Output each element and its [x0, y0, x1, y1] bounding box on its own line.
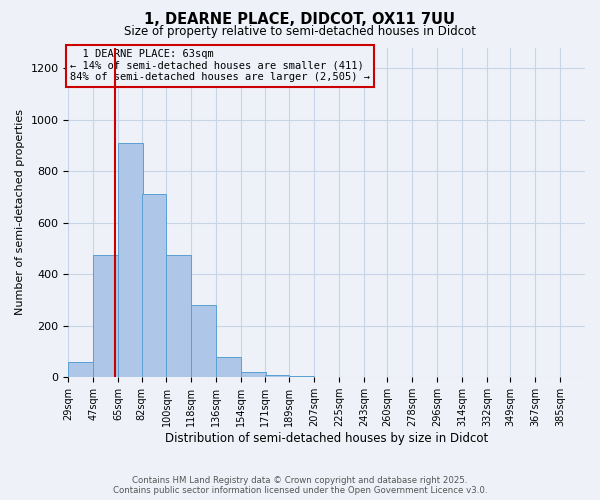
Bar [265, 374, 289, 377]
Y-axis label: Number of semi-detached properties: Number of semi-detached properties [15, 110, 25, 316]
Bar [68, 362, 93, 377]
Bar [241, 372, 266, 377]
Bar [142, 194, 166, 377]
Text: 1, DEARNE PLACE, DIDCOT, OX11 7UU: 1, DEARNE PLACE, DIDCOT, OX11 7UU [145, 12, 455, 28]
X-axis label: Distribution of semi-detached houses by size in Didcot: Distribution of semi-detached houses by … [165, 432, 488, 445]
Text: Contains HM Land Registry data © Crown copyright and database right 2025.
Contai: Contains HM Land Registry data © Crown c… [113, 476, 487, 495]
Bar [216, 356, 241, 377]
Text: Size of property relative to semi-detached houses in Didcot: Size of property relative to semi-detach… [124, 25, 476, 38]
Bar [191, 305, 216, 377]
Bar [93, 255, 118, 377]
Bar [289, 376, 314, 377]
Text: 1 DEARNE PLACE: 63sqm
← 14% of semi-detached houses are smaller (411)
84% of sem: 1 DEARNE PLACE: 63sqm ← 14% of semi-deta… [70, 49, 370, 82]
Bar [166, 255, 191, 377]
Bar [118, 143, 143, 377]
